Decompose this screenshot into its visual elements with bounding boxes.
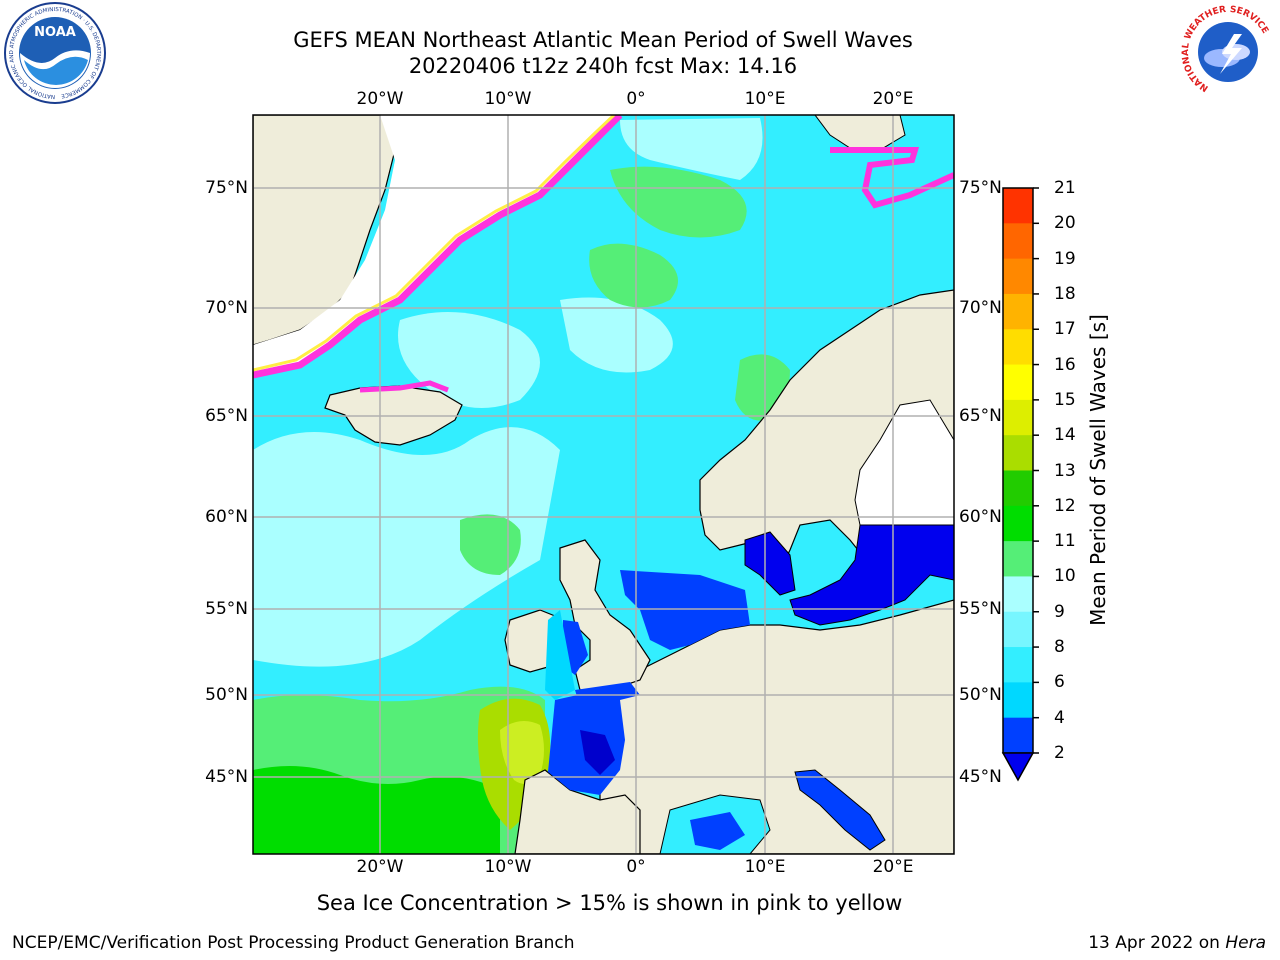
swell-8-9s-areas: [253, 118, 763, 667]
lon-label-10w-bottom: 10°W: [484, 857, 532, 877]
lat-label-50-left: 50°N: [205, 685, 248, 705]
continental-europe-land: [599, 599, 954, 854]
lon-label-10w-top: 10°W: [484, 89, 532, 109]
lat-label-50-right: 50°N: [959, 685, 1002, 705]
colorbar-tick-label: 19: [1054, 248, 1076, 269]
footer-date: 13 Apr 2022 on Hera: [1088, 933, 1266, 953]
lon-label-10e-bottom: 10°E: [744, 857, 786, 877]
footer-host: Hera: [1225, 933, 1266, 953]
colorbar-tick-label: 16: [1054, 354, 1076, 375]
english-channel: [575, 682, 640, 705]
noaa-logo-text: NOAA: [34, 25, 76, 40]
map-subtitle: 20220406 t12z 240h fcst Max: 14.16: [408, 54, 798, 78]
colorbar-tick-label: 8: [1054, 637, 1065, 658]
colorbar-tick-label: 10: [1054, 566, 1076, 587]
lon-label-0-bottom: 0°: [626, 857, 646, 877]
coastal-band-west: [545, 610, 575, 700]
graticule: [253, 115, 954, 854]
lat-label-75-left: 75°N: [205, 178, 248, 198]
skagerrak-sea: [744, 531, 796, 596]
lat-label-75-right: 75°N: [959, 178, 1002, 198]
lat-label-60-right: 60°N: [959, 507, 1002, 527]
lat-label-45-right: 45°N: [959, 767, 1002, 787]
lat-label-45-left: 45°N: [205, 767, 248, 787]
colorbar-tick-label: 6: [1054, 672, 1065, 693]
gulf-of-bothnia-ice-free: [854, 399, 954, 526]
lon-label-10e-top: 10°E: [744, 89, 786, 109]
lat-label-70-left: 70°N: [205, 298, 248, 318]
footer-date-text: 13 Apr 2022 on: [1088, 933, 1226, 953]
colorbar-tick-label: 13: [1054, 460, 1076, 481]
footer-credit: NCEP/EMC/Verification Post Processing Pr…: [12, 933, 575, 953]
map-frame: [252, 114, 955, 855]
colorbar-label: Mean Period of Swell Waves [s]: [1086, 314, 1110, 626]
lat-label-65-left: 65°N: [205, 406, 248, 426]
colorbar-tick-label: 12: [1054, 495, 1076, 516]
colorbar-tick-label: 9: [1054, 601, 1065, 622]
baltic-sea: [789, 524, 954, 626]
colorbar-tick-label: 4: [1054, 707, 1065, 728]
colorbar-tick-label: 2: [1054, 743, 1065, 763]
swell-13-14s-area: [500, 721, 544, 784]
mediterranean-west-inner: [690, 812, 745, 850]
colorbar-tick-label: 18: [1054, 283, 1076, 304]
lat-label-55-right: 55°N: [959, 599, 1002, 619]
swell-10-11s-area: [253, 766, 500, 854]
colorbar-tick-label: 21: [1054, 178, 1076, 198]
sea-ice-note: Sea Ice Concentration > 15% is shown in …: [316, 891, 903, 915]
lon-label-20e-bottom: 20°E: [872, 857, 914, 877]
colorbar-tick-label: 14: [1054, 425, 1076, 446]
adriatic-sea: [794, 769, 886, 851]
lat-label-60-left: 60°N: [205, 507, 248, 527]
sea-ice-edge: [253, 115, 623, 379]
lon-label-20e-top: 20°E: [872, 89, 914, 109]
lat-label-65-right: 65°N: [959, 406, 1002, 426]
map-title: GEFS MEAN Northeast Atlantic Mean Period…: [293, 28, 913, 52]
lon-label-20w-top: 20°W: [356, 89, 404, 109]
colorbar-tick-label: 20: [1054, 213, 1076, 234]
colorbar-tick-label: 15: [1054, 389, 1076, 410]
noaa-logo: NATIONAL OCEANIC AND ATMOSPHERIC ADMINIS…: [4, 2, 106, 104]
svalbard-ice: [830, 147, 954, 209]
colorbar-tick-label: 17: [1054, 319, 1076, 340]
lon-label-0-top: 0°: [626, 89, 646, 109]
greenland-icecap: [253, 115, 620, 375]
sea-ice-edge-inner: [253, 115, 616, 372]
north-sea: [620, 570, 750, 650]
nws-logo: NATIONAL WEATHER SERVICE: [1178, 2, 1278, 102]
lat-label-70-right: 70°N: [959, 298, 1002, 318]
bay-of-biscay-inner: [580, 730, 615, 775]
iberia-land: [514, 769, 641, 854]
lon-label-20w-bottom: 20°W: [356, 857, 404, 877]
colorbar-tick-label: 11: [1054, 531, 1076, 552]
lat-label-55-left: 55°N: [205, 599, 248, 619]
